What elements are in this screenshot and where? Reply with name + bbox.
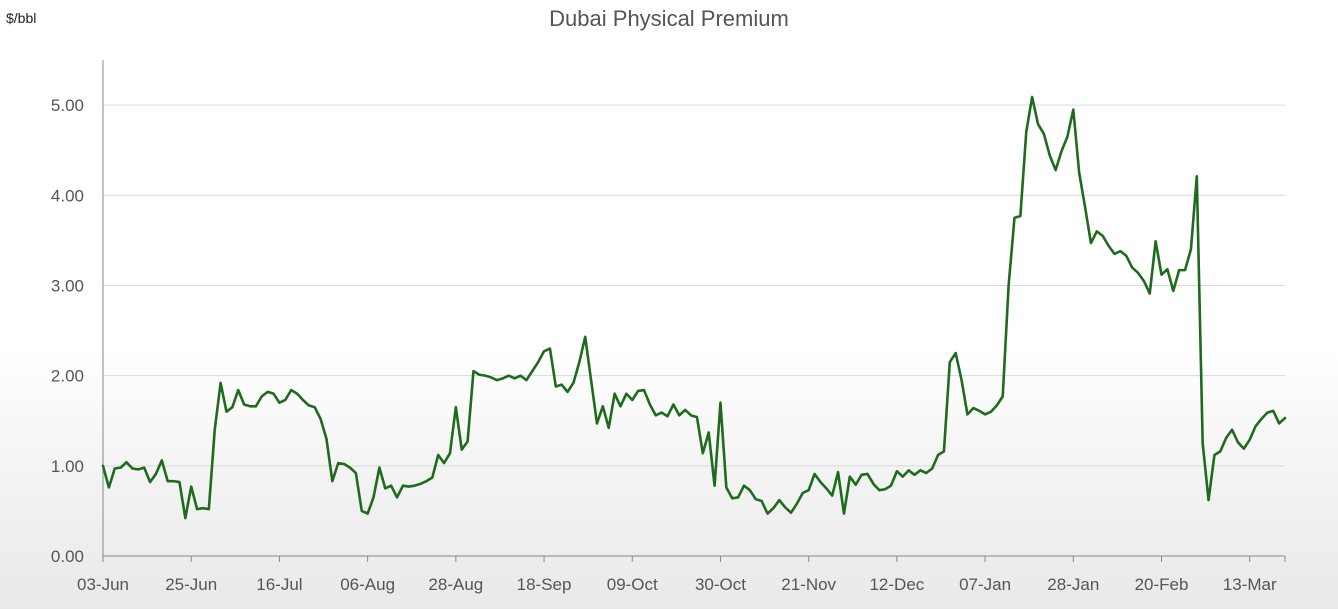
x-tick-label: 25-Jun — [165, 575, 217, 594]
x-tick-label: 21-Nov — [781, 575, 836, 594]
x-tick-label: 07-Jan — [959, 575, 1011, 594]
x-tick-label: 13-Mar — [1223, 575, 1277, 594]
y-tick-label: 5.00 — [51, 96, 84, 115]
y-tick-label: 1.00 — [51, 457, 84, 476]
y-tick-label: 4.00 — [51, 186, 84, 205]
x-tick-label: 28-Jan — [1047, 575, 1099, 594]
x-tick-label: 18-Sep — [517, 575, 572, 594]
x-tick-label: 20-Feb — [1135, 575, 1189, 594]
chart-title: Dubai Physical Premium — [549, 6, 789, 31]
y-tick-label: 3.00 — [51, 276, 84, 295]
series-line — [101, 95, 1287, 520]
x-tick-label: 09-Oct — [607, 575, 658, 594]
x-tick-label: 06-Aug — [340, 575, 395, 594]
x-tick-label: 16-Jul — [256, 575, 302, 594]
y-tick-label: 0.00 — [51, 547, 84, 566]
x-tick-label: 12-Dec — [869, 575, 924, 594]
x-tick-label: 30-Oct — [695, 575, 746, 594]
x-tick-label: 03-Jun — [77, 575, 129, 594]
y-tick-label: 2.00 — [51, 367, 84, 386]
y-axis-unit-label: $/bbl — [6, 10, 37, 26]
x-tick-label: 28-Aug — [428, 575, 483, 594]
